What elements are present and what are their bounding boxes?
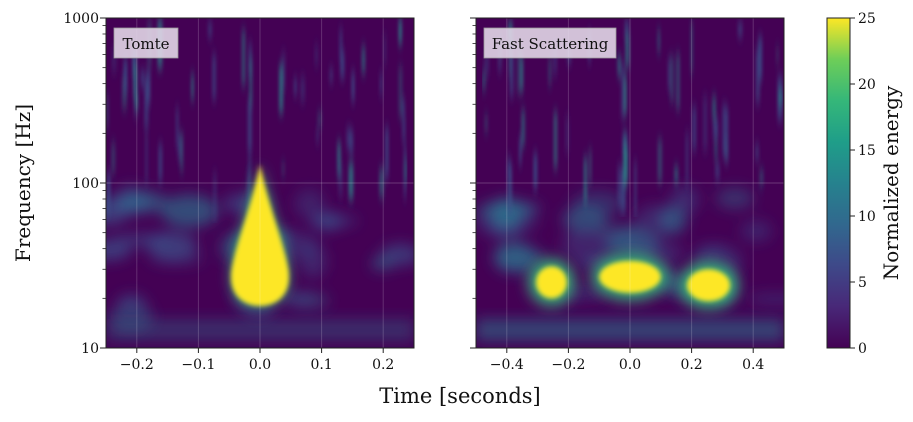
colorbar-tick-label: 25 bbox=[858, 11, 876, 27]
heatmap-layer bbox=[106, 18, 414, 342]
colorbar-frame bbox=[826, 17, 851, 349]
panel-tomte: −0.2 −0.1 0.0 0.1 0.2 Tomte bbox=[100, 17, 415, 373]
background-streaks bbox=[106, 18, 408, 223]
heatmap-layer bbox=[476, 19, 784, 342]
y-tick-labels: 10 100 1000 bbox=[63, 11, 99, 357]
colorbar-tick-label: 20 bbox=[858, 77, 876, 93]
x-tick-label: 0.2 bbox=[680, 357, 702, 373]
y-tick-label: 1000 bbox=[63, 11, 99, 27]
x-ticks: −0.4 −0.2 0.0 0.2 0.4 bbox=[490, 348, 764, 373]
x-tick-label: −0.1 bbox=[181, 357, 215, 373]
x-tick-label: 0.1 bbox=[310, 357, 332, 373]
colorbar: 0 5 10 15 20 25 Normalized energy bbox=[826, 11, 903, 357]
colorbar-gradient bbox=[827, 18, 850, 348]
panel-label-tomte: Tomte bbox=[123, 35, 170, 53]
colorbar-tick-label: 10 bbox=[858, 209, 876, 225]
y-ticks bbox=[470, 17, 476, 349]
x-tick-label: 0.2 bbox=[372, 357, 394, 373]
energy-blob-1 bbox=[528, 258, 575, 307]
x-tick-label: −0.2 bbox=[120, 357, 154, 373]
panel-label-box: Fast Scattering bbox=[483, 27, 617, 59]
y-tick-label: 10 bbox=[81, 341, 99, 357]
x-tick-label: 0.0 bbox=[619, 357, 641, 373]
x-tick-label: −0.2 bbox=[551, 357, 585, 373]
x-tick-label: −0.4 bbox=[490, 357, 524, 373]
colorbar-label: Normalized energy bbox=[879, 85, 903, 280]
colorbar-tick-label: 0 bbox=[858, 341, 867, 357]
x-tick-label: 0.0 bbox=[249, 357, 271, 373]
panel-label-fast-scattering: Fast Scattering bbox=[492, 35, 609, 53]
y-tick-label: 100 bbox=[72, 176, 99, 192]
panel-fast-scattering: −0.4 −0.2 0.0 0.2 0.4 Fast Scattering bbox=[470, 17, 785, 373]
energy-blob-1 bbox=[231, 164, 289, 306]
background-haze bbox=[476, 185, 784, 305]
colorbar-ticks: 0 5 10 15 20 25 bbox=[850, 11, 876, 357]
x-tick-label: 0.4 bbox=[742, 357, 764, 373]
energy-blob-3 bbox=[678, 261, 739, 310]
energy-blob-2 bbox=[591, 252, 669, 301]
y-ticks bbox=[100, 17, 106, 349]
colorbar-tick-label: 5 bbox=[858, 275, 867, 291]
x-ticks: −0.2 −0.1 0.0 0.1 0.2 bbox=[120, 348, 394, 373]
colorbar-tick-label: 15 bbox=[858, 143, 876, 159]
panel-label-box: Tomte bbox=[113, 27, 179, 59]
x-axis-label: Time [seconds] bbox=[379, 384, 540, 408]
y-axis-label: Frequency [Hz] bbox=[11, 104, 35, 262]
